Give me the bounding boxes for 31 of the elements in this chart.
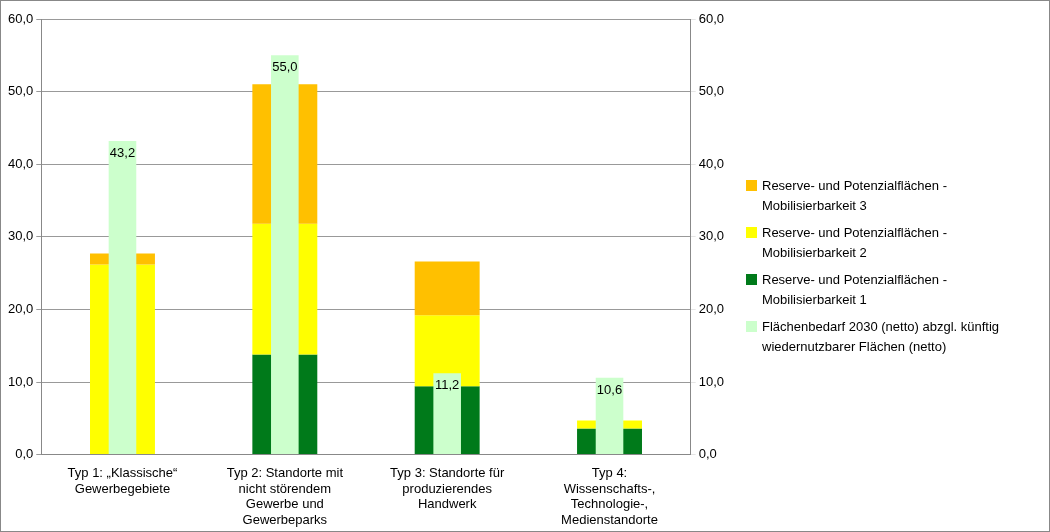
data-label: 11,2	[435, 377, 460, 393]
data-label: 55,0	[272, 59, 298, 75]
bar	[595, 377, 624, 455]
y-tick-label: 40,0	[7, 155, 34, 171]
bar	[414, 261, 480, 316]
bar	[433, 373, 461, 455]
bar	[108, 140, 137, 455]
y2-tick-label: 60,0	[698, 10, 725, 26]
y2-tick-label: 50,0	[698, 83, 725, 99]
y-tick-label: 20,0	[7, 300, 34, 316]
legend-label: Reserve- und Potenzialflächen - Mobilisierbarkeit 2	[762, 224, 948, 262]
y-tick-label: 50,0	[7, 83, 34, 99]
x-tick-label: Typ 3: Standorte für produzierendes Handwerk	[390, 464, 505, 512]
bar	[271, 55, 299, 455]
y2-tick-label: 30,0	[698, 228, 725, 244]
legend-label: Reserve- und Potenzialflächen - Mobilisierbarkeit 3	[762, 177, 948, 215]
x-tick-label: Typ 2: Standorte mit nicht störendem Gewerbe und Gewerbeparks	[226, 464, 344, 527]
y-tick-label: 60,0	[7, 10, 34, 26]
y2-tick-label: 20,0	[698, 300, 725, 316]
x-tick-label: Typ 4: Wissenschafts-, Technologie-, Medienstandorte	[561, 464, 658, 527]
legend-label: Flächenbedarf 2030 (netto) abzgl. künftig wiedernutzbarer Flächen (netto)	[762, 318, 1001, 356]
y-tick-label: 0,0	[15, 446, 34, 462]
x-tick-label: Typ 1: „Klassische“ Gewerbegebiete	[67, 464, 178, 496]
legend-label: Reserve- und Potenzialflächen - Mobilisierbarkeit 1	[762, 271, 948, 309]
data-label: 43,2	[109, 145, 136, 161]
data-label: 10,6	[596, 381, 623, 397]
y2-tick-label: 10,0	[698, 373, 725, 389]
y2-tick-label: 40,0	[698, 155, 725, 171]
y2-tick-label: 0,0	[698, 446, 717, 462]
y-tick-label: 30,0	[7, 228, 34, 244]
y-tick-label: 10,0	[7, 373, 34, 389]
